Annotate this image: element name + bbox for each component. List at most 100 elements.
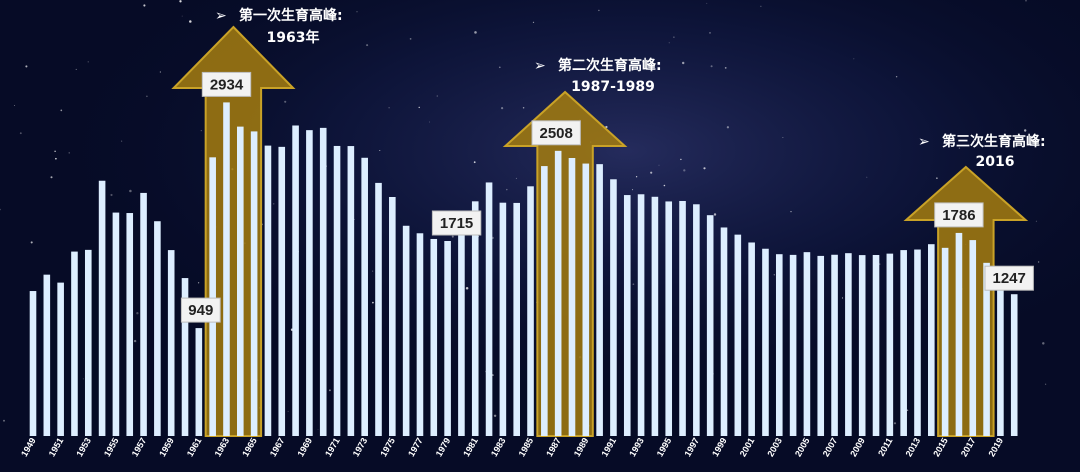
bar-1980 (458, 234, 465, 436)
star-dot (82, 378, 84, 380)
star-dot (60, 109, 63, 112)
bar-series (29, 102, 1018, 437)
bar-1950 (43, 274, 51, 436)
star-dot (284, 100, 287, 103)
bar-2008 (845, 253, 852, 436)
star-dot (474, 31, 477, 34)
star-dot (506, 188, 508, 191)
star-dot (498, 66, 501, 69)
star-dot (522, 107, 525, 109)
bar-2004 (789, 254, 797, 436)
annotation-title: 第一次生育高峰: (239, 7, 343, 24)
star-dot (129, 189, 132, 193)
star-dot (328, 389, 331, 392)
star-dot (658, 164, 660, 166)
star-dot (356, 11, 358, 13)
star-dot (181, 15, 183, 17)
bar-1999 (720, 227, 728, 436)
peak-annotation: ➢ 第一次生育高峰: 1963年 (215, 7, 343, 46)
peak-arrow (502, 90, 628, 437)
bar-2006 (817, 255, 825, 436)
star-dot (110, 193, 113, 197)
bar-2010 (872, 254, 880, 436)
bar-1997 (693, 204, 700, 436)
bar-2012 (900, 250, 907, 436)
star-dot (635, 176, 638, 178)
annotation-subtitle: 2016 (976, 154, 1015, 170)
star-dot (841, 297, 844, 299)
peak-annotation: ➢ 第三次生育高峰: 2016 (918, 133, 1046, 170)
star-dot (68, 152, 70, 154)
data-label-box (984, 265, 1034, 291)
bar-1981 (471, 201, 479, 436)
bar-1995 (665, 201, 673, 436)
star-dot (906, 409, 909, 411)
bar-1969 (306, 130, 313, 436)
bar-1957 (140, 192, 147, 436)
star-dot (418, 106, 420, 109)
data-label-box (934, 202, 984, 228)
star-dot (366, 44, 369, 47)
star-dot (19, 132, 22, 135)
bar-1992 (623, 195, 631, 436)
bar-1998 (706, 215, 714, 436)
bar-2000 (734, 234, 742, 436)
star-dot (143, 4, 146, 7)
bar-1964 (237, 126, 244, 437)
star-dot (683, 169, 686, 172)
peak-arrows (171, 25, 1029, 437)
star-dot (25, 65, 28, 68)
bar-1989 (582, 163, 590, 436)
bar-1971 (333, 145, 341, 436)
data-label-text: 2508 (540, 125, 573, 142)
bar-1961 (195, 328, 203, 436)
star-dot (54, 150, 56, 153)
star-dot (501, 107, 504, 110)
bullet-icon: ➢ (215, 8, 227, 24)
bar-1975 (389, 197, 396, 436)
star-dot (782, 137, 784, 139)
bar-2014 (928, 244, 935, 436)
star-dot (1044, 383, 1047, 385)
star-dot (632, 189, 634, 191)
bar-1988 (568, 158, 576, 436)
annotation-subtitle: 1987-1989 (571, 79, 655, 95)
bar-1974 (375, 182, 382, 436)
star-dot (936, 177, 938, 179)
peak-arrow (903, 165, 1029, 437)
bar-1978 (430, 238, 438, 436)
data-label-text: 2934 (210, 76, 244, 93)
star-dot (866, 176, 868, 178)
star-dot (473, 161, 476, 164)
data-label-text: 949 (188, 302, 213, 319)
bar-1954 (98, 180, 106, 436)
data-label: 1247 (984, 265, 1034, 291)
bar-1967 (278, 146, 286, 437)
star-dot (642, 60, 645, 63)
star-dot (1037, 261, 1040, 263)
star-dot (706, 2, 708, 4)
star-dot (726, 126, 730, 129)
star-dot (179, 0, 182, 3)
bar-2017 (969, 240, 977, 436)
data-labels: 949 2934 1715 2508 1786 1247 (180, 71, 1034, 323)
star-dot (429, 121, 430, 123)
star-dot (409, 38, 412, 40)
star-dot (680, 158, 682, 161)
bar-1996 (679, 200, 686, 436)
data-label: 1715 (431, 210, 482, 236)
data-label: 2508 (531, 120, 581, 146)
bar-1962 (209, 157, 216, 436)
data-label-box (201, 71, 252, 97)
star-dot (958, 147, 961, 149)
star-dot (372, 301, 374, 304)
bar-1991 (610, 179, 617, 436)
star-dot (30, 241, 33, 244)
bar-1958 (154, 221, 161, 436)
star-dot (673, 36, 675, 38)
annotation-title: 第二次生育高峰: (558, 57, 662, 74)
data-label-text: 1786 (942, 207, 975, 224)
bar-1977 (416, 233, 424, 436)
bar-1983 (499, 202, 507, 436)
